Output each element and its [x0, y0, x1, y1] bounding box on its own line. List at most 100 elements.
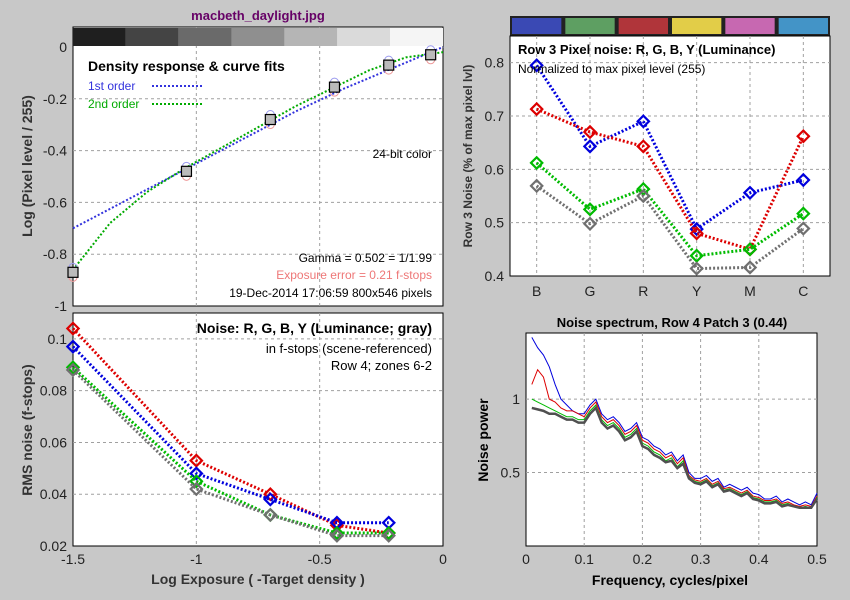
noise-fstops-y-tick-labels: 0.02 0.04 0.06 0.08 0.1 [40, 331, 67, 554]
row3-x-tick: R [638, 283, 648, 299]
row3-point [582, 216, 598, 231]
spectrum-y-tick-labels: 0.51 [501, 391, 521, 480]
row3-point [742, 185, 758, 201]
noise-fstops-x-tick: -1 [190, 551, 203, 567]
noise-fstops-y-tick: 0.08 [40, 383, 67, 399]
row3-x-tick: M [744, 283, 756, 299]
row3-x-tick: C [798, 283, 808, 299]
spectrum-y-label: Noise power [475, 398, 491, 482]
row3-point [582, 202, 598, 217]
row3-y-tick-labels: 0.4 0.5 0.6 0.7 0.8 [485, 55, 505, 284]
density-fit-1st-order [72, 46, 444, 230]
row3-point [636, 139, 651, 154]
density-y-tick: -0.8 [43, 246, 67, 262]
row3-point [689, 248, 704, 263]
noise-fstops-grid [73, 313, 443, 546]
noise-fstops-point [189, 453, 204, 468]
noise-fstops-y-tick: 0.02 [40, 538, 67, 554]
row3-patch [512, 18, 562, 34]
row3-subtitle: Normalized to max pixel level (255) [518, 62, 705, 76]
noise-fstops-point [189, 481, 204, 497]
noise-fstops-point [65, 339, 81, 354]
row3-y-tick: 0.4 [485, 268, 505, 284]
row3-point [689, 261, 704, 276]
row3-point [529, 58, 544, 73]
noise-fstops-point [65, 360, 81, 375]
spectrum-series [531, 337, 819, 510]
row3-point [529, 155, 544, 171]
row3-patch [618, 18, 668, 34]
row3-plot-area [509, 35, 831, 277]
spectrum-plot-area [525, 332, 818, 547]
noise-fstops-x-tick: 0 [439, 551, 447, 567]
spectrum-series-line [531, 368, 818, 507]
row3-title: Row 3 Pixel noise: R, G, B, Y (Luminance… [518, 42, 775, 57]
noise-fstops-subtitle-2: Row 4; zones 6-2 [331, 358, 432, 373]
density-bit-depth: 24-bit color [373, 147, 432, 161]
density-marker-square [328, 81, 341, 93]
density-y-tick: -0.2 [43, 91, 67, 107]
row3-patch [725, 18, 775, 34]
density-gray-patch [73, 28, 126, 46]
density-y-tick: -0.6 [43, 194, 67, 210]
noise-fstops-y-label: RMS noise (f-stops) [19, 364, 35, 495]
density-marker-square [264, 113, 276, 126]
noise-fstops-subtitle-1: in f-stops (scene-referenced) [266, 341, 432, 356]
noise-fstops-point [329, 528, 345, 543]
density-gray-patch [125, 28, 179, 46]
row3-patch [565, 18, 615, 34]
noise-fstops-point [189, 466, 204, 481]
row3-y-label: Row 3 Noise (% of max pixel lvl) [461, 65, 475, 248]
row3-point [796, 206, 811, 221]
spectrum-chart: Noise spectrum, Row 4 Patch 3 (0.44) 0.5… [475, 315, 827, 588]
density-marker-square [67, 266, 79, 278]
density-markers [67, 45, 437, 282]
noise-fstops-point [381, 515, 396, 530]
density-timestamp: 19-Dec-2014 17:06:59 800x546 pixels [229, 286, 432, 300]
noise-fstops-y-tick: 0.1 [48, 331, 68, 347]
density-y-tick: -0.4 [43, 143, 67, 159]
row3-x-tick: Y [692, 283, 702, 299]
row3-patches [512, 18, 828, 34]
noise-fstops-point [189, 474, 204, 489]
row3-x-tick: G [585, 283, 596, 299]
density-fit-2nd-order [72, 51, 444, 271]
noise-fstops-series [65, 321, 396, 543]
noise-fstops-x-label: Log Exposure ( -Target density ) [151, 571, 365, 587]
row3-point [529, 101, 544, 117]
density-title: Density response & curve fits [88, 58, 285, 74]
noise-fstops-series-line [71, 368, 389, 538]
row3-point [529, 178, 544, 194]
noise-fstops-point [65, 362, 81, 378]
density-y-tick: -1 [55, 298, 68, 314]
spectrum-x-tick: 0.3 [691, 551, 711, 567]
density-gray-patch [284, 28, 338, 46]
density-y-tick-labels: 0 -0.2 -0.4 -0.6 -0.8 -1 [43, 39, 67, 314]
noise-fstops-point [329, 515, 345, 530]
page-title: macbeth_daylight.jpg [191, 8, 325, 23]
density-marker-square [383, 59, 395, 71]
noise-fstops-point [263, 507, 278, 523]
density-fit2-line [72, 51, 444, 271]
row3-point [582, 139, 598, 154]
density-legend-1st: 1st order [88, 79, 135, 93]
row3-x-tick: B [532, 283, 541, 299]
row3-point [742, 260, 758, 275]
row3-point [689, 226, 704, 241]
row3-series-line [535, 161, 805, 258]
density-gamma: Gamma = 0.502 = 1/1.99 [299, 251, 433, 265]
density-gray-patches [73, 28, 443, 46]
spectrum-x-tick: 0.1 [574, 551, 594, 567]
density-gray-patch [337, 28, 391, 46]
noise-fstops-x-tick: -1.5 [61, 551, 85, 567]
noise-fstops-point [65, 321, 81, 336]
row3-series [529, 58, 811, 276]
row3-point [636, 114, 651, 129]
row3-point [796, 221, 811, 236]
noise-fstops-x-tick-labels: -1.5 -1 -0.5 0 [61, 551, 447, 567]
row3-patch [672, 18, 722, 34]
noise-fstops-y-tick: 0.06 [40, 434, 67, 450]
row3-y-tick: 0.7 [485, 108, 505, 124]
row3-y-tick: 0.6 [485, 161, 505, 177]
